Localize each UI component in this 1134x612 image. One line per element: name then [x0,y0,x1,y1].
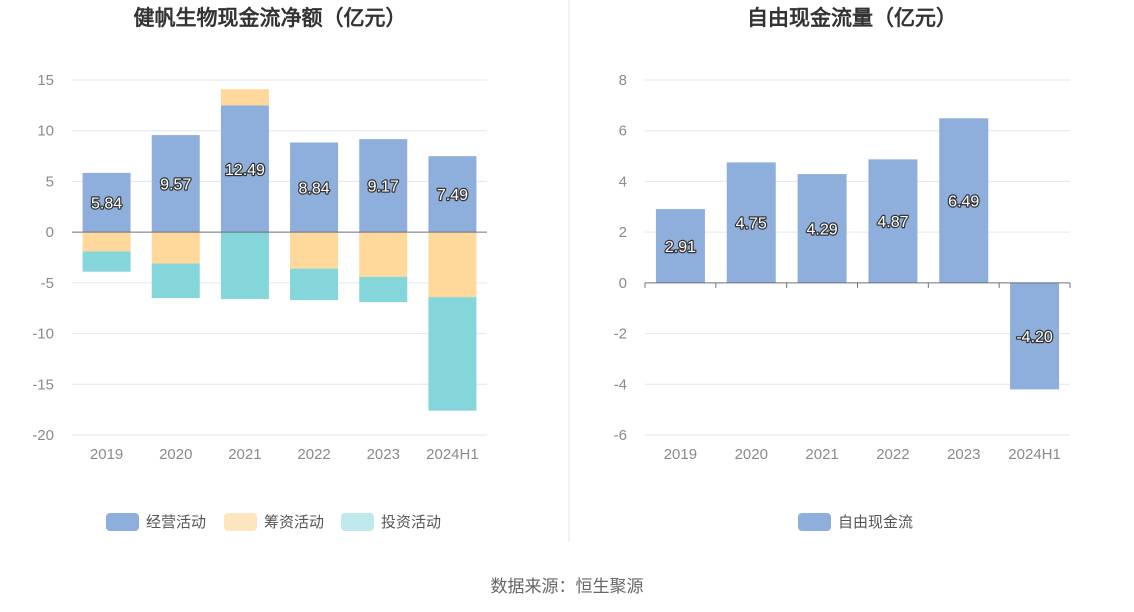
chart-title-cashflow: 健帆生物现金流净额（亿元） [134,6,407,30]
legend-swatch [224,513,257,531]
bar-经营活动-2021 [220,105,269,233]
bar-投资活动-2019 [82,251,131,272]
y-tick-label: -10 [32,326,54,343]
data-label: 5.84 [91,196,122,213]
y-tick-label: -4 [614,376,627,393]
bar-筹资活动-2023 [359,232,408,277]
bar-自由现金流-2021 [797,174,847,283]
bar-投资活动-2024H1 [428,297,477,411]
x-tick-label: 2023 [367,446,400,463]
bar-经营活动-2019 [82,172,131,233]
bar-筹资活动-2021 [220,89,269,106]
y-tick-label: 15 [37,72,54,89]
bar-投资活动-2021 [220,232,269,300]
bar-经营活动-2022 [290,142,339,233]
data-label: 2.91 [665,239,696,256]
bar-自由现金流-2024H1 [1010,282,1060,390]
bar-经营活动-2020 [151,135,200,233]
x-tick-label: 2021 [805,446,838,463]
bar-自由现金流-2023 [939,118,989,283]
bar-投资活动-2023 [359,276,408,303]
legend-swatch [798,513,831,531]
y-tick-label: 4 [619,173,627,190]
data-label: 7.49 [437,187,468,204]
y-tick-label: -15 [32,376,54,393]
data-label: 9.17 [368,179,399,196]
bar-经营活动-2024H1 [428,156,477,233]
y-tick-label: 5 [46,173,54,190]
bar-自由现金流-2022 [868,159,918,283]
x-tick-label: 2019 [664,446,697,463]
legend-label[interactable]: 经营活动 [146,514,206,531]
bar-自由现金流-2020 [726,162,776,283]
bar-投资活动-2022 [290,268,339,301]
data-label: 8.84 [299,180,330,197]
x-tick-label: 2022 [876,446,909,463]
legend-label[interactable]: 筹资活动 [264,514,324,531]
data-label: 12.49 [225,162,265,179]
bar-筹资活动-2024H1 [428,232,477,298]
data-label: 6.49 [948,194,979,211]
x-tick-label: 2020 [735,446,768,463]
cashflow-chart: 15 10 5 0 -5 -10 -15 -20 5.84 9.57 12.49 8.84 9.17 7.… [32,72,487,463]
y-tick-label: 8 [619,72,627,89]
y-tick-label: 0 [46,224,54,241]
bar-自由现金流-2019 [655,209,705,283]
y-tick-label: -2 [614,326,627,343]
x-tick-label: 2020 [159,446,192,463]
data-label: 4.29 [807,221,838,238]
x-tick-label: 2023 [947,446,980,463]
legend-swatch [106,513,139,531]
x-tick-label: 2019 [90,446,123,463]
y-tick-label: -6 [614,427,627,444]
data-label: 4.75 [736,216,767,233]
y-tick-label: 2 [619,224,627,241]
cashflow-legend: 经营活动 筹资活动 投资活动 [106,513,441,531]
bar-投资活动-2020 [151,263,200,299]
x-tick-label: 2022 [297,446,330,463]
bar-筹资活动-2022 [290,232,339,269]
free-cashflow-chart: 8 6 4 2 0 -2 -4 -6 2.91 4.75 4.29 4.87 6.49 -4.20 2019… [614,72,1071,463]
x-tick-label: 2024H1 [1008,446,1061,463]
y-tick-label: 0 [619,275,627,292]
legend-label[interactable]: 自由现金流 [838,514,913,531]
y-tick-label: 6 [619,123,627,140]
legend-swatch [341,513,374,531]
bar-经营活动-2023 [359,139,408,233]
x-tick-label: 2021 [228,446,261,463]
data-label: 4.87 [877,214,908,231]
data-source: 数据来源：恒生聚源 [491,577,644,596]
y-tick-label: -20 [32,427,54,444]
free-cashflow-legend: 自由现金流 [798,513,913,531]
chart-title-free-cashflow: 自由现金流量（亿元） [747,6,957,30]
bar-筹资活动-2019 [82,232,131,252]
y-tick-label: 10 [37,123,54,140]
legend-label[interactable]: 投资活动 [381,514,441,531]
data-label: -4.20 [1016,329,1053,346]
x-tick-label: 2024H1 [426,446,479,463]
y-tick-label: -5 [41,275,54,292]
data-label: 9.57 [160,177,191,194]
bar-筹资活动-2020 [151,232,200,264]
